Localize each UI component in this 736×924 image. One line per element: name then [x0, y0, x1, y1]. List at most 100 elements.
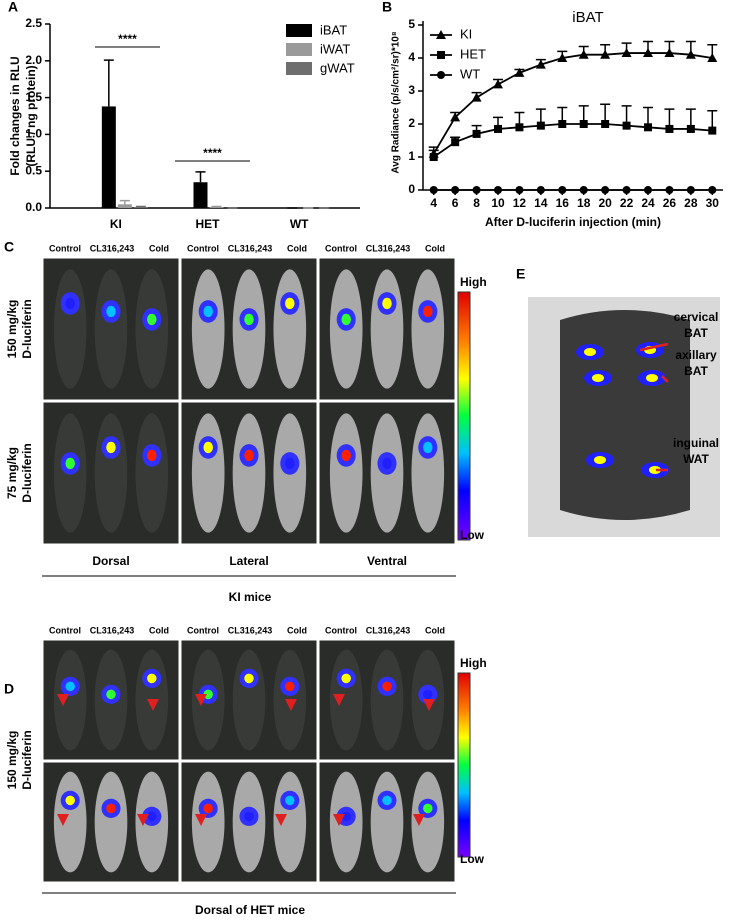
x-tick-label: 26: [663, 196, 677, 210]
signal-core: [147, 449, 157, 462]
signal-core: [147, 673, 157, 684]
y-tick-label: 0.5: [25, 163, 42, 177]
row-label: D-luciferin: [20, 730, 34, 789]
point: [686, 186, 695, 194]
y-tick-label: 0.0: [25, 200, 42, 214]
signal-core: [106, 441, 116, 454]
annotation: cervical: [674, 310, 719, 324]
y-axis-label: Fold changes in RLU: [8, 56, 22, 175]
point: [708, 126, 717, 135]
point: [514, 67, 525, 77]
row-label: D-luciferin: [20, 443, 34, 502]
signal-core: [341, 673, 351, 684]
signal-core: [646, 374, 658, 382]
signal-core: [285, 681, 295, 692]
mouse: [411, 269, 445, 389]
column-header: Control: [187, 625, 219, 635]
x-tick-label: 24: [641, 196, 655, 210]
signal-core: [147, 313, 157, 326]
point: [536, 186, 545, 194]
x-tick-label: KI: [110, 217, 122, 231]
x-tick-label: 18: [577, 196, 591, 210]
bar: [193, 182, 208, 208]
signal-core: [106, 305, 116, 318]
column-header: Cold: [287, 243, 307, 253]
signal-core: [592, 374, 604, 382]
row-label: 75 mg/kg: [5, 447, 19, 499]
mouse: [273, 771, 307, 873]
x-tick-label: 10: [491, 196, 505, 210]
annotation: WAT: [683, 452, 709, 466]
signal-core: [147, 811, 157, 822]
point: [643, 48, 653, 58]
point: [515, 123, 524, 132]
column-header: CL316,243: [228, 243, 273, 253]
legend-swatch: [286, 43, 312, 56]
point: [708, 186, 717, 194]
y-tick-label: 0: [408, 182, 415, 196]
arrow: [423, 699, 435, 711]
mouse: [53, 771, 87, 873]
signal-core: [65, 457, 75, 470]
bar: [133, 207, 148, 208]
legend-swatch: [286, 24, 312, 37]
y-tick-label: 3: [408, 83, 415, 97]
point: [621, 48, 632, 58]
scale-label: Low: [460, 852, 485, 866]
colorbar: [457, 291, 471, 541]
column-header: CL316,243: [228, 625, 273, 635]
column-header: Cold: [149, 243, 169, 253]
legend-label: gWAT: [320, 60, 355, 75]
legend-label: WT: [460, 66, 480, 81]
x-tick-label: WT: [290, 217, 309, 231]
point: [429, 186, 438, 194]
row-label: 150 mg/kg: [5, 300, 19, 359]
mouse: [191, 771, 225, 873]
signal-core: [382, 297, 392, 310]
signal-core: [382, 681, 392, 692]
column-header: Control: [325, 625, 357, 635]
y-tick-label: 1.0: [25, 127, 42, 141]
point: [471, 92, 482, 102]
signal-core: [203, 803, 213, 814]
signal-core: [65, 297, 75, 310]
mouse: [560, 310, 690, 520]
arrow: [661, 375, 669, 383]
point: [436, 30, 446, 39]
point: [558, 120, 567, 128]
arrow: [285, 699, 297, 711]
signal-core: [65, 795, 75, 806]
mouse: [370, 269, 404, 389]
y-axis-label: (RLU / ng protein): [24, 65, 38, 166]
signal-core: [244, 313, 254, 326]
point: [437, 71, 445, 79]
significance-label: ****: [118, 32, 137, 46]
arrow: [639, 342, 669, 352]
x-tick-label: HET: [196, 217, 221, 231]
x-tick-label: 12: [513, 196, 527, 210]
signal-core: [594, 456, 606, 464]
signal-core: [423, 689, 433, 700]
arrow: [57, 814, 69, 826]
x-tick-label: 28: [684, 196, 698, 210]
mouse: [94, 413, 128, 533]
legend-label: HET: [460, 46, 486, 61]
point: [707, 53, 718, 62]
column-header: Cold: [425, 625, 445, 635]
y-tick-label: 4: [408, 50, 415, 64]
row-label: D-luciferin: [20, 299, 34, 358]
column-header: Cold: [149, 625, 169, 635]
error-bar: [211, 205, 222, 208]
column-header: Cold: [425, 243, 445, 253]
mouse: [273, 269, 307, 389]
arrow: [57, 694, 69, 706]
view-label: Ventral: [367, 554, 407, 568]
point: [451, 138, 460, 147]
mouse: [135, 413, 169, 533]
signal-core: [382, 457, 392, 470]
signal-core: [423, 305, 433, 318]
panel-label: B: [382, 0, 392, 15]
signal-core: [106, 803, 116, 814]
point: [601, 186, 610, 194]
